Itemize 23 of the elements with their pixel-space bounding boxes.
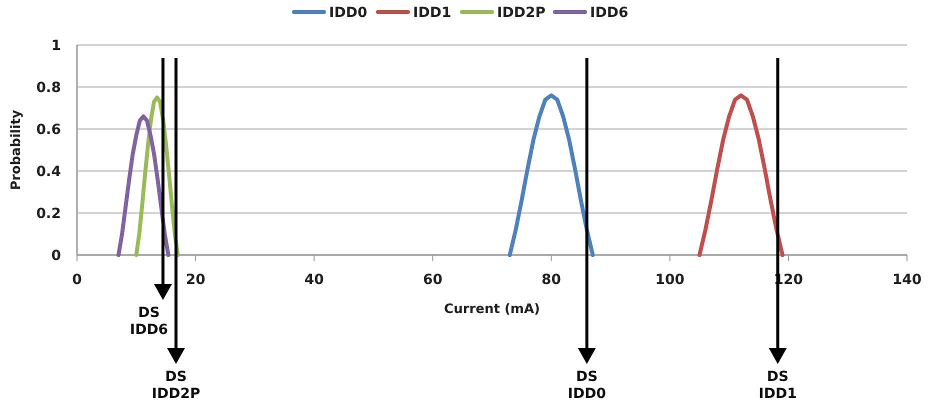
x-tick-label: 140 bbox=[892, 272, 922, 288]
x-tick-label: 60 bbox=[422, 272, 443, 288]
y-tick-label: 1 bbox=[51, 38, 61, 54]
x-tick-label: 80 bbox=[542, 272, 562, 288]
y-axis-title: Probability bbox=[9, 109, 24, 190]
ref-line-label: DS IDD6 bbox=[130, 305, 168, 338]
ref-line-label: DS IDD1 bbox=[758, 369, 797, 402]
x-axis-title: Current (mA) bbox=[444, 302, 540, 317]
legend-label: IDD2P bbox=[497, 5, 546, 21]
y-tick-label: 0.8 bbox=[36, 80, 61, 96]
y-tick-label: 0.4 bbox=[36, 164, 62, 180]
y-tick-label: 0 bbox=[51, 248, 62, 264]
x-tick-label: 0 bbox=[72, 272, 82, 288]
x-tick-label: 20 bbox=[186, 272, 206, 288]
legend-label: IDD1 bbox=[413, 5, 452, 21]
legend-label: IDD0 bbox=[329, 5, 368, 21]
y-tick-label: 0.2 bbox=[36, 206, 61, 222]
ref-line-label: DS IDD2P bbox=[152, 369, 200, 402]
x-tick-label: 100 bbox=[655, 272, 685, 288]
y-tick-label: 0.6 bbox=[36, 122, 61, 138]
legend-label: IDD6 bbox=[590, 5, 628, 21]
ref-line-label: DS IDD0 bbox=[568, 369, 606, 402]
x-tick-label: 40 bbox=[304, 272, 324, 288]
